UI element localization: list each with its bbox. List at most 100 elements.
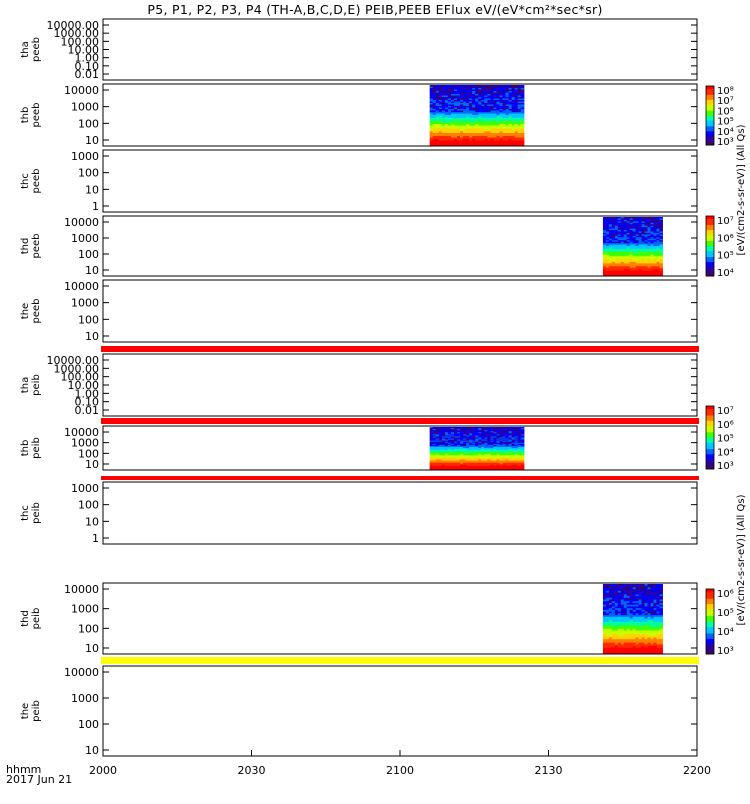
y-axis-label-probe: thb	[20, 440, 31, 457]
colorbar-tick-label: 10⁴	[717, 268, 734, 279]
colorbar-tick-label: 10⁵	[717, 251, 734, 262]
panel-the_peib: 10000 1000 100 10 the peib	[20, 665, 698, 757]
y-axis-label-product: peib	[31, 700, 42, 722]
ytick-label: 100	[78, 622, 99, 635]
ytick-label: 10000	[64, 666, 99, 679]
xtick-label: 2000	[89, 764, 117, 777]
colorbar-tick-label: 10³	[717, 646, 734, 657]
colorbar-units-group_peeb: [eV/(cm2-s-sr-eV)] (All Qs)	[736, 124, 747, 255]
ytick-label: 10000	[64, 426, 99, 439]
peib-bar-2	[101, 418, 699, 424]
ytick-label: 1	[92, 200, 99, 213]
ytick-label: 10	[85, 264, 99, 277]
panel-frame	[102, 582, 698, 655]
ytick-label: 0.01	[75, 404, 100, 417]
ytick-label: 10	[85, 744, 99, 757]
ytick-label: 10.00	[68, 379, 100, 392]
y-axis-label: thc peeb	[20, 169, 42, 194]
y-axis-label-probe: tha	[20, 41, 31, 57]
colorbar-tick-label: 10⁴	[717, 447, 734, 458]
y-axis-label-product: peib	[31, 374, 42, 396]
ytick-label: 1000	[71, 150, 99, 163]
y-axis-label: the peib	[20, 700, 42, 722]
peib-bar-3	[101, 476, 699, 480]
y-axis-label-probe: the	[20, 703, 31, 719]
xtick-label: 2200	[683, 764, 711, 777]
ytick-label: 1000	[71, 603, 99, 616]
ytick-label: 10000.00	[47, 19, 100, 32]
ytick-label: 100	[78, 499, 99, 512]
ytick-label: 1000	[71, 692, 99, 705]
colorbar-thb_peib: 10³ 10⁴ 10⁵ 10⁶ 10⁷	[705, 405, 734, 472]
panel-frame	[102, 425, 698, 471]
colorbar-tick-label: 10⁵	[717, 434, 734, 445]
colorbar-tick-label: 10⁶	[717, 106, 734, 117]
ytick-label: 0.01	[75, 68, 100, 81]
ytick-label: 1000	[71, 232, 99, 245]
ytick-label: 10	[85, 183, 99, 196]
panel-frame	[102, 215, 698, 277]
y-axis-label: thd peeb	[20, 234, 42, 259]
colorbar-tick-label: 10⁸	[717, 86, 734, 97]
ytick-label: 10000	[64, 583, 99, 596]
panel-the_peeb: 10000 1000 100 10 the peeb	[20, 279, 698, 343]
ytick-label: 10000	[64, 280, 99, 293]
ytick-label: 10000.00	[47, 354, 100, 367]
y-axis-label-probe: thb	[20, 107, 31, 124]
ytick-label: 1000	[71, 482, 99, 495]
colorbar-tick-label: 10⁷	[717, 216, 734, 227]
ytick-label: 100	[78, 447, 99, 460]
colorbar-units-label: [eV/(cm2-s-sr-eV)] (All Qs)	[736, 494, 747, 625]
y-axis-label-probe: the	[20, 303, 31, 319]
panel-frame	[102, 279, 698, 343]
x-axis-footer: hhmm 2017 Jun 21	[6, 764, 73, 786]
y-axis-label-probe: thd	[20, 238, 31, 255]
ytick-label: 10000	[64, 84, 99, 97]
colorbar-frame	[705, 85, 715, 146]
panel-frame	[102, 353, 698, 417]
colorbar-tick-label: 10³	[717, 461, 734, 472]
colorbar-frame	[705, 588, 715, 655]
ytick-label: 100	[78, 313, 99, 326]
y-axis-label-product: peeb	[31, 299, 42, 324]
ytick-label: 10	[85, 330, 99, 343]
colorbar-frame	[705, 405, 715, 470]
panel-thd_peeb: 10000 1000 100 10 thd peeb	[20, 215, 698, 277]
y-axis-label-product: peib	[31, 608, 42, 630]
ytick-label: 10	[85, 515, 99, 528]
ytick-label: 1.00	[75, 52, 100, 65]
colorbar-tick-label: 10⁵	[717, 117, 734, 128]
y-axis-label-probe: thd	[20, 610, 31, 627]
ytick-label: 100.00	[61, 371, 100, 384]
figure-title: P5, P1, P2, P3, P4 (TH-A,B,C,D,E) PEIB,P…	[147, 2, 603, 17]
y-axis-label-probe: tha	[20, 377, 31, 393]
colorbar-tick-label: 10³	[717, 137, 734, 148]
ytick-label: 1000	[71, 437, 99, 450]
panel-frame	[102, 83, 698, 147]
y-axis-label: thc peib	[20, 502, 42, 524]
ytick-label: 1000.00	[54, 362, 100, 375]
y-axis-label-probe: thc	[20, 505, 31, 521]
ytick-label: 10000	[64, 216, 99, 229]
x-axis-date: 2017 Jun 21	[6, 773, 73, 786]
colorbar-units-label: [eV/(cm2-s-sr-eV)] (All Qs)	[736, 124, 747, 255]
colorbar-tick-label: 10⁷	[717, 406, 734, 417]
y-axis-label: thd peib	[20, 608, 42, 630]
y-axis-label: tha peeb	[20, 37, 42, 62]
colorbar-tick-label: 10⁶	[717, 233, 734, 244]
y-axis-label: thb peeb	[20, 103, 42, 128]
panel-frame	[102, 18, 698, 81]
y-axis-label: the peeb	[20, 299, 42, 324]
ytick-label: 100.00	[61, 35, 100, 48]
peib-bar-4	[101, 657, 699, 664]
y-axis-label-product: peeb	[31, 234, 42, 259]
xtick-label: 2100	[386, 764, 414, 777]
peib-bar-1	[101, 346, 699, 352]
panel-thb_peeb: 10000 1000 100 10 thb peeb	[20, 83, 698, 147]
colorbar-tick-label: 10⁵	[717, 608, 734, 619]
ytick-label: 0.10	[75, 396, 100, 409]
